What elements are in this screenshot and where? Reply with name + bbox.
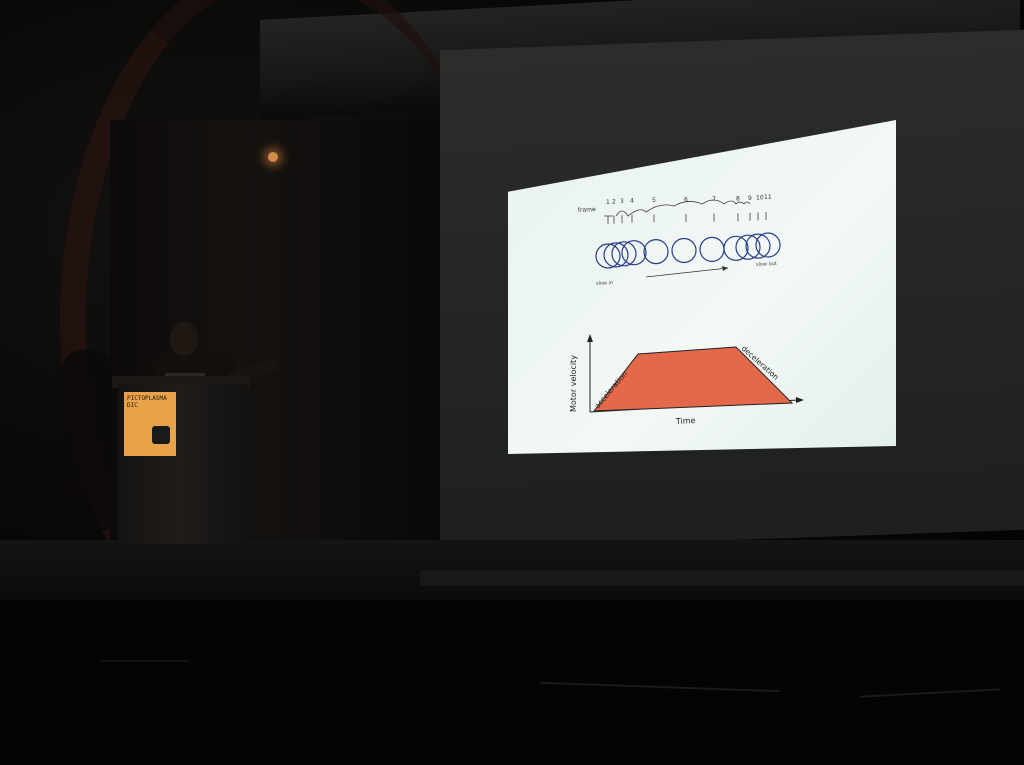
motion-arrow-head	[722, 266, 728, 271]
frame-number: 6	[684, 197, 688, 204]
frame-arc-path	[604, 199, 751, 217]
slow-out-label: slow out	[756, 261, 777, 268]
ball-circle	[603, 242, 629, 268]
ball-circle	[643, 239, 669, 265]
frame-ticks	[607, 212, 767, 224]
audience-area	[0, 600, 1024, 765]
ball-circle	[745, 233, 771, 259]
stage-edge	[420, 570, 1024, 586]
ball-circle	[723, 235, 749, 261]
ball-sequence	[595, 232, 781, 269]
ball-circle	[699, 236, 725, 262]
seat-row	[100, 660, 190, 662]
podium-sign: PICTOPLASMA DIC	[124, 392, 176, 456]
speech-bubble-icon	[152, 426, 170, 444]
ball-circle	[735, 234, 761, 260]
slow-in-label: slow in	[596, 280, 614, 287]
podium-sign-line2: DIC	[127, 402, 138, 409]
seat-row	[860, 688, 1000, 698]
x-axis-arrow	[796, 397, 804, 403]
frame-number: 11	[764, 194, 772, 201]
frame-label: frame	[578, 206, 596, 214]
ball-circle	[611, 241, 637, 267]
ball-circle	[671, 237, 697, 264]
speaker-head	[170, 322, 198, 356]
podium-sign-line1: PICTOPLASMA	[127, 395, 167, 402]
x-axis-label: Time	[675, 416, 696, 426]
frame-number: 8	[736, 196, 740, 203]
stage-light	[268, 152, 278, 162]
seat-row	[540, 681, 780, 693]
frame-number: 9	[748, 195, 752, 202]
frame-number: 3	[620, 198, 624, 205]
velocity-trapezoid	[592, 346, 794, 412]
y-axis-arrow	[587, 334, 593, 342]
ball-circle	[755, 232, 781, 258]
slide-content: frame 1 2 3 4 5 6 7 8 9 10 11 slow in slow out Mot…	[569, 194, 804, 426]
frame-number: 5	[652, 197, 656, 204]
frame-number: 10	[756, 195, 764, 202]
ball-circle	[621, 240, 647, 266]
frame-number: 1	[606, 199, 610, 206]
y-axis-label: Motor velocity	[569, 355, 578, 412]
person-silhouette	[62, 350, 112, 530]
ball-circle	[595, 243, 621, 269]
motion-arrow	[645, 267, 729, 278]
frame-number: 2	[612, 199, 616, 206]
frame-number: 4	[630, 198, 634, 205]
frame-number-row: 1 2 3 4 5 6 7 8 9 10 11	[606, 194, 772, 206]
frame-number: 7	[712, 196, 716, 203]
